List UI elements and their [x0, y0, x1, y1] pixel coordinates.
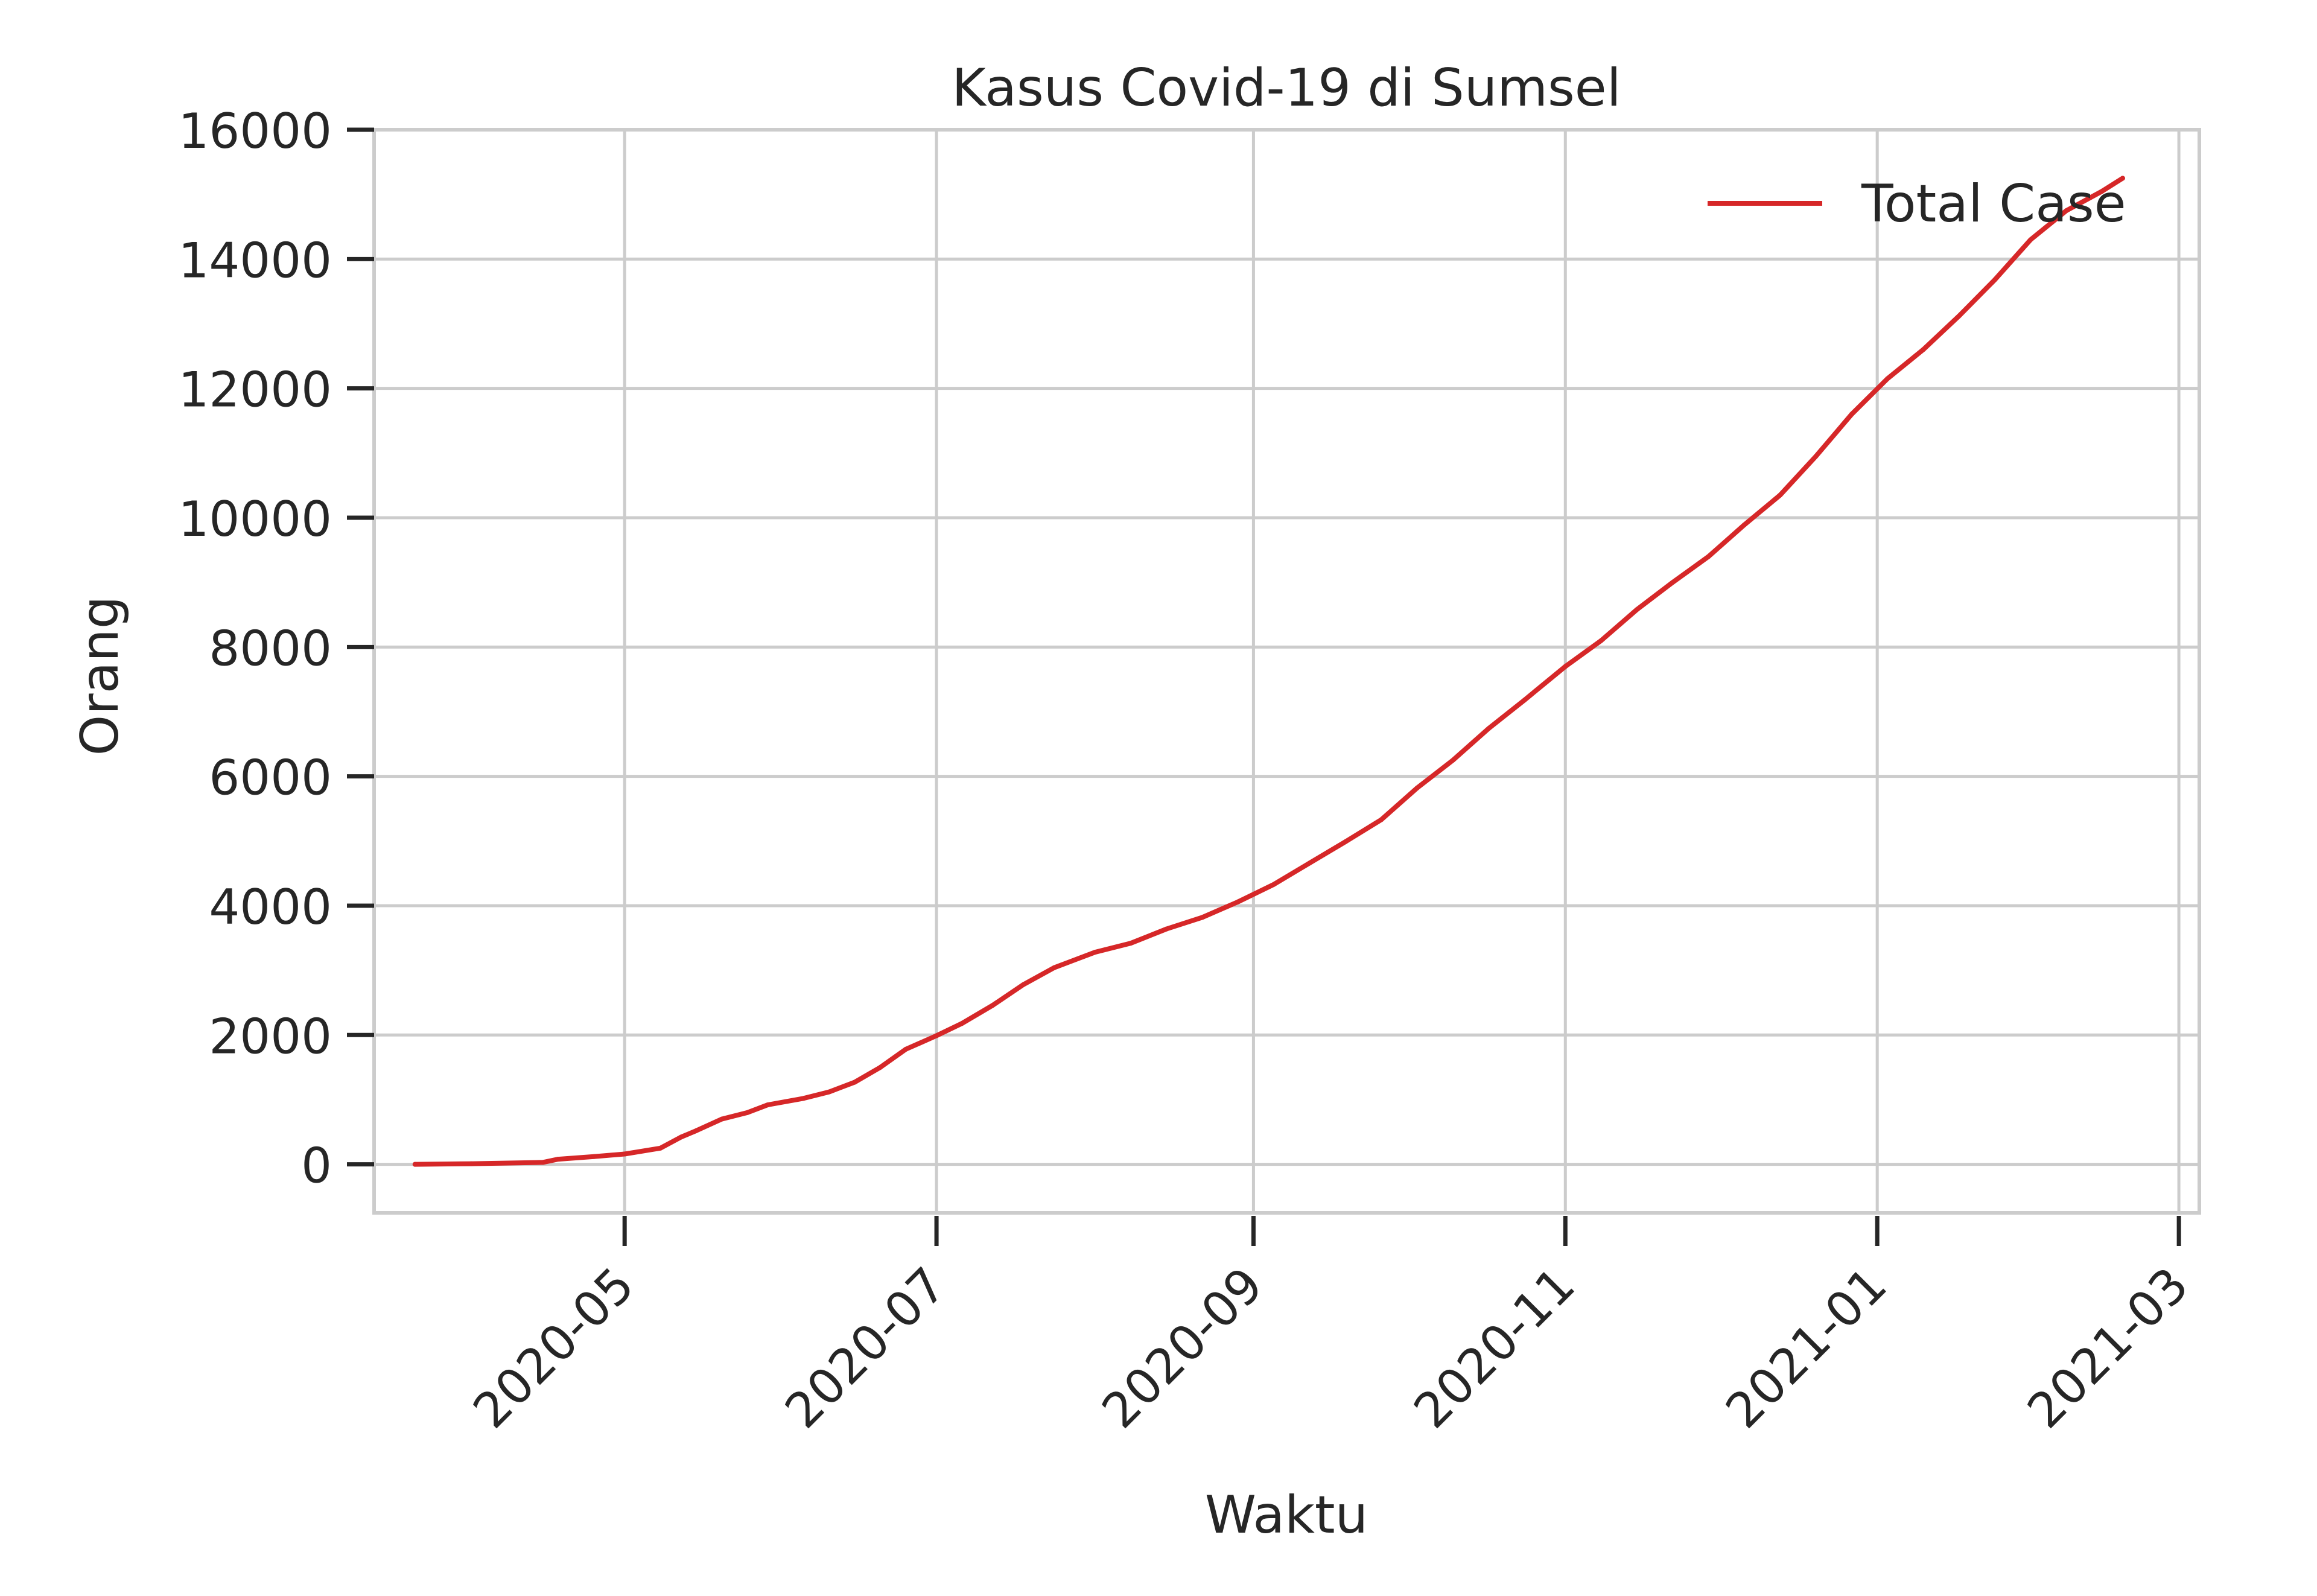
y-tick-label: 16000 [179, 103, 332, 159]
y-axis-label: Orang [70, 596, 130, 756]
data-point [1271, 882, 1277, 887]
data-point [1956, 313, 1962, 319]
series-line-total-case [412, 176, 2125, 1167]
data-point [1706, 554, 1711, 559]
x-tick-label: 2020-09 [1092, 1257, 1274, 1439]
data-point [2100, 188, 2105, 194]
data-point [1343, 839, 1348, 844]
x-tick-label: 2020-11 [1403, 1257, 1586, 1439]
y-tick-label: 12000 [179, 362, 332, 418]
y-tick-label: 2000 [209, 1008, 332, 1064]
legend-label-total-case: Total Case [1861, 174, 2126, 234]
data-point [2028, 237, 2033, 243]
chart-title: Kasus Covid-19 di Sumsel [952, 58, 1621, 118]
data-point [959, 1021, 965, 1026]
data-point [1885, 376, 1890, 381]
data-point [1164, 926, 1169, 932]
y-tick-label: 0 [301, 1138, 332, 1194]
data-point [1778, 492, 1783, 498]
data-point [591, 1154, 597, 1159]
data-point [1414, 785, 1420, 790]
data-point [2120, 176, 2125, 181]
data-point [1307, 860, 1312, 866]
x-tick-label: 2020-07 [774, 1257, 956, 1439]
x-tick-label: 2020-05 [463, 1257, 645, 1439]
data-point [765, 1102, 771, 1107]
data-point [1563, 664, 1568, 669]
y-tick-label: 4000 [209, 879, 332, 935]
data-point [1921, 347, 1926, 352]
x-axis-label: Waktu [1205, 1485, 1368, 1545]
legend: Total Case [1708, 174, 2126, 234]
plot-frame [372, 128, 2201, 1215]
data-point [1200, 915, 1205, 920]
data-point [827, 1089, 832, 1095]
data-point [412, 1162, 418, 1167]
data-point [1450, 757, 1455, 763]
data-point [1522, 698, 1527, 703]
data-point [556, 1157, 561, 1162]
y-tick-label: 6000 [209, 750, 332, 806]
y-tick-label: 10000 [179, 491, 332, 547]
x-tick-label: 2021-01 [1715, 1257, 1897, 1439]
data-point [1634, 607, 1639, 612]
y-tick-label: 8000 [209, 620, 332, 676]
data-point [877, 1064, 883, 1070]
data-point [745, 1110, 750, 1115]
axis-ticks: 0 2000 4000 6000 8000 10000 12000 14000 16000 202… [179, 103, 2199, 1439]
grid-lines [374, 128, 2199, 1213]
data-point [719, 1116, 725, 1122]
data-point [934, 1033, 939, 1038]
data-point [801, 1096, 806, 1101]
series-layer [412, 176, 2125, 1167]
data-point [852, 1079, 857, 1085]
data-point [1486, 726, 1492, 731]
y-tick-label: 14000 [179, 232, 332, 288]
data-point [1021, 982, 1026, 987]
data-point [1813, 454, 1819, 459]
data-point [1128, 941, 1134, 946]
data-point [678, 1134, 684, 1140]
data-point [1992, 277, 1998, 282]
data-point [990, 1003, 996, 1008]
data-point [1379, 817, 1384, 822]
data-point [622, 1151, 628, 1157]
data-point [540, 1160, 545, 1165]
data-point [1598, 638, 1604, 643]
data-point [693, 1128, 699, 1133]
data-point [903, 1046, 909, 1052]
data-point [2064, 208, 2069, 213]
data-point [1741, 522, 1747, 527]
data-point [1092, 950, 1098, 955]
data-point [1052, 965, 1057, 970]
data-point [1236, 899, 1241, 905]
data-point [1670, 580, 1676, 585]
data-point [1849, 412, 1854, 417]
data-point [469, 1161, 474, 1166]
x-tick-label: 2021-03 [2017, 1257, 2199, 1439]
data-point [658, 1145, 663, 1151]
